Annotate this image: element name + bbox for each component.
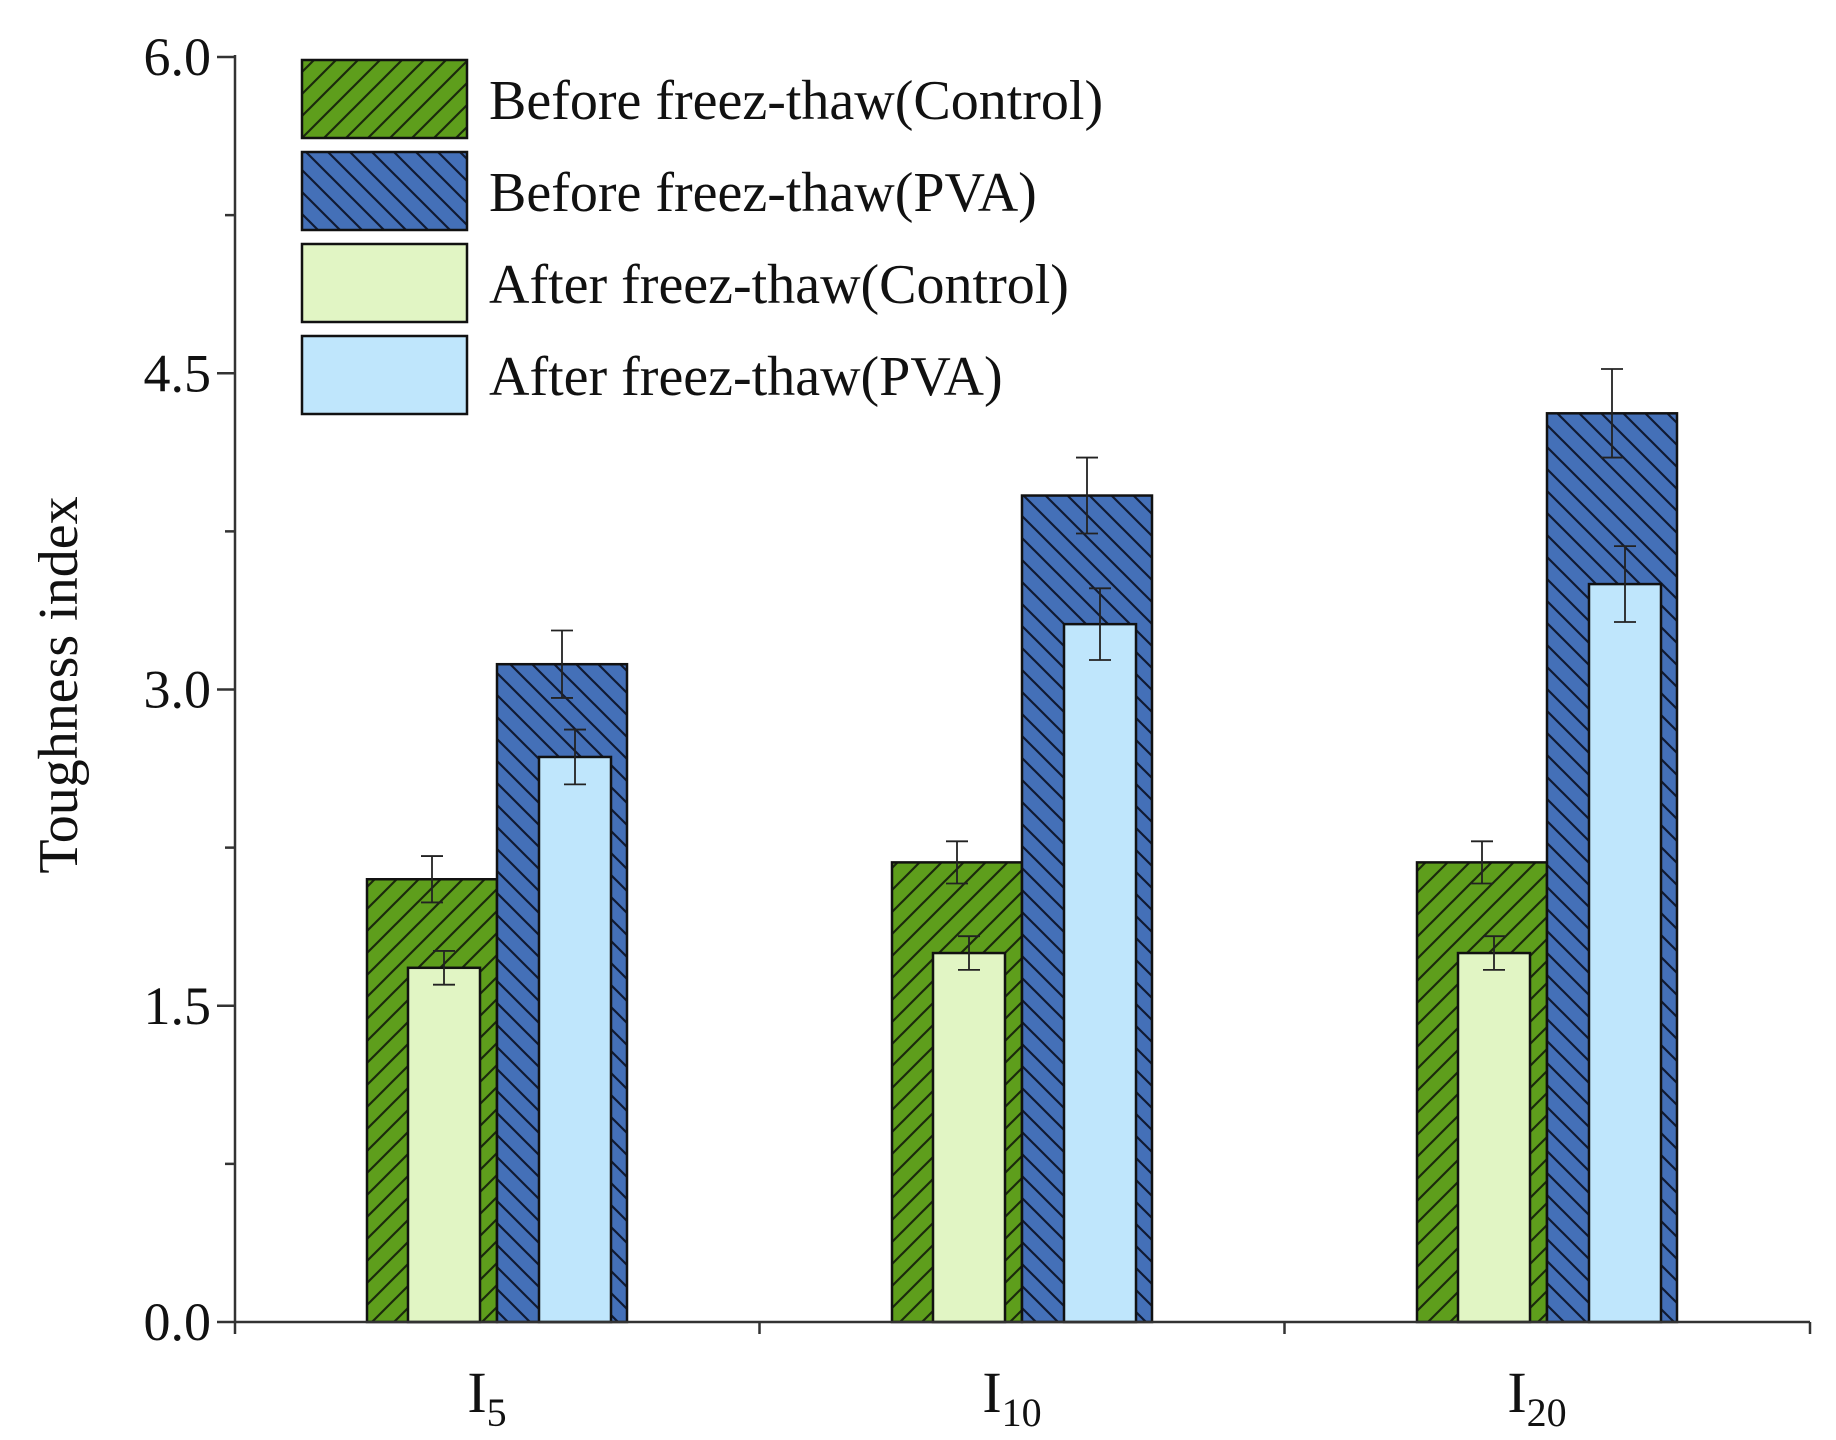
legend: Before freez-thaw(Control) Before freez-t…: [300, 58, 1103, 416]
legend-item: After freez-thaw(PVA): [300, 334, 1003, 416]
error-bar-before-pva-2: [1601, 368, 1623, 459]
legend-swatch-bg: [302, 336, 467, 414]
error-bar-after-control-2: [1483, 935, 1505, 971]
y-tick-label: 6.0: [144, 27, 212, 87]
legend-swatch: [300, 242, 469, 324]
bar-after-control-0: [406, 966, 482, 1324]
legend-item: After freez-thaw(Control): [300, 242, 1069, 324]
x-category-label: I5: [467, 1360, 506, 1435]
legend-label: Before freez-thaw(PVA): [489, 162, 1037, 224]
y-tick-label: 0.0: [144, 1292, 212, 1352]
axes-layer: 0.01.53.04.56.0I5 I10 I20: [144, 27, 1812, 1435]
error-bar-after-control-0: [433, 950, 455, 986]
error-bar-before-pva-0: [551, 629, 573, 699]
bar-after-control-1: [931, 951, 1007, 1324]
bar-after-pva-2: [1587, 582, 1663, 1324]
x-category-label: I10: [982, 1360, 1041, 1435]
error-bar-after-pva-0: [564, 728, 586, 786]
error-bar-before-pva-1: [1076, 456, 1098, 535]
error-bar-before-control-0: [421, 855, 443, 904]
y-axis-title: Toughness index: [28, 496, 90, 873]
bar-after-pva-0: [537, 755, 613, 1324]
legend-swatch: [300, 334, 469, 416]
category-subscript: 10: [1002, 1390, 1042, 1435]
legend-label: After freez-thaw(PVA): [489, 346, 1003, 408]
x-category-label: I20: [1507, 1360, 1566, 1435]
legend-swatch-bg: [302, 244, 467, 322]
error-bar-after-pva-2: [1614, 545, 1636, 623]
category-base: I: [1507, 1360, 1526, 1425]
category-base: I: [982, 1360, 1001, 1425]
legend-label: After freez-thaw(Control): [489, 254, 1069, 316]
legend-item: Before freez-thaw(Control): [300, 58, 1103, 140]
category-base: I: [467, 1360, 486, 1425]
bar-after-control-2: [1456, 951, 1532, 1324]
error-bar-after-control-1: [958, 935, 980, 971]
bars-layer: [365, 412, 1679, 1324]
legend-label: Before freez-thaw(Control): [489, 70, 1103, 132]
y-tick-label: 4.5: [144, 343, 212, 403]
error-bar-before-control-1: [946, 840, 968, 885]
category-subscript: 20: [1527, 1390, 1567, 1435]
bar-after-pva-1: [1062, 622, 1138, 1324]
legend-swatch: [300, 58, 469, 140]
legend-swatch: [300, 150, 469, 232]
error-bar-after-pva-1: [1089, 587, 1111, 661]
y-tick-label: 3.0: [144, 660, 212, 720]
error-bar-before-control-2: [1471, 840, 1493, 885]
legend-item: Before freez-thaw(PVA): [300, 150, 1037, 232]
error-bars-layer: [421, 368, 1636, 986]
y-tick-label: 1.5: [144, 976, 212, 1036]
category-subscript: 5: [487, 1390, 507, 1435]
